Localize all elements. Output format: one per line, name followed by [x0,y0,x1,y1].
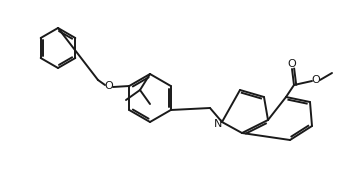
Text: O: O [312,75,320,85]
Text: O: O [105,81,113,91]
Text: O: O [288,59,296,69]
Text: N: N [214,119,222,129]
